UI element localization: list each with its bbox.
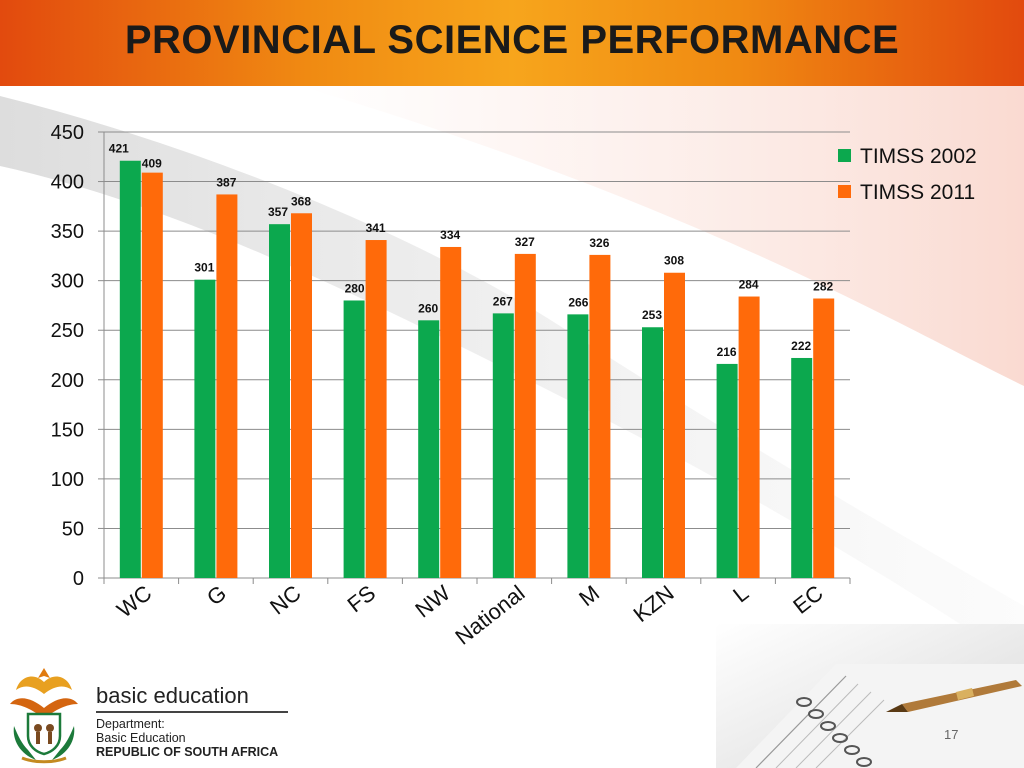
x-tick-label: NC — [265, 580, 306, 619]
legend-label: TIMSS 2011 — [860, 181, 975, 204]
bar-timss-2002 — [567, 314, 589, 578]
bar-timss-2002 — [642, 327, 663, 578]
data-label: 421 — [109, 142, 129, 156]
x-tick-label: NW — [411, 580, 455, 622]
notebook-pen-icon — [716, 624, 1024, 768]
bar-timss-2011 — [291, 213, 312, 578]
bar-timss-2002 — [716, 363, 738, 578]
data-label: 267 — [493, 294, 513, 308]
bar-chart: 0 50 100 150 200 250 300 350 400 450 421 409 WC 301 38… — [51, 122, 977, 650]
org-name: basic education — [96, 683, 249, 708]
data-label: 308 — [664, 254, 684, 268]
bar-timss-2002 — [194, 279, 216, 578]
x-tick-label: G — [202, 580, 231, 610]
y-tick-label: 0 — [73, 568, 84, 590]
bar-timss-2002 — [119, 160, 141, 578]
bar-timss-2002 — [492, 313, 514, 578]
data-label: 266 — [568, 295, 588, 309]
x-tick-label: KZN — [629, 580, 679, 627]
data-label: 387 — [216, 175, 236, 189]
y-tick-label: 150 — [51, 419, 84, 441]
data-label: 216 — [717, 345, 737, 359]
bar-timss-2011 — [664, 272, 685, 578]
slide-title: PROVINCIAL SCIENCE PERFORMANCE — [124, 18, 900, 62]
page-number: 17 — [944, 727, 959, 742]
legend-swatch — [838, 185, 851, 198]
bar-timss-2002 — [418, 320, 440, 578]
data-label: 409 — [142, 157, 162, 171]
data-label: 357 — [268, 205, 288, 219]
data-label: 284 — [739, 278, 759, 292]
y-tick-label: 300 — [51, 271, 84, 293]
x-tick-label: National — [450, 580, 529, 649]
legend-swatch — [838, 149, 851, 162]
bar-timss-2002 — [791, 357, 813, 578]
org-department-label: Department: — [96, 717, 165, 731]
bar-timss-2011 — [589, 254, 611, 579]
bar-timss-2011 — [365, 240, 387, 578]
bar-timss-2011 — [514, 253, 536, 578]
data-label: 327 — [515, 235, 535, 249]
x-tick-label: FS — [343, 580, 381, 617]
org-country: REPUBLIC OF SOUTH AFRICA — [96, 745, 279, 759]
org-divider — [96, 711, 288, 713]
data-label: 326 — [589, 236, 609, 250]
title-bar — [0, 0, 1024, 86]
y-tick-label: 350 — [51, 221, 84, 243]
y-tick-label: 200 — [51, 370, 84, 392]
data-label: 341 — [366, 221, 386, 235]
x-tick-label: M — [574, 580, 604, 611]
bar-timss-2011 — [440, 246, 462, 579]
x-tick-label: EC — [788, 580, 828, 619]
coat-of-arms-icon — [10, 668, 78, 764]
y-tick-label: 400 — [51, 172, 84, 194]
y-tick-label: 50 — [62, 518, 84, 540]
data-label: 222 — [791, 339, 811, 353]
data-label: 282 — [813, 280, 833, 294]
data-label: 253 — [642, 308, 662, 322]
data-label: 280 — [345, 281, 365, 295]
x-tick-label: WC — [112, 580, 156, 622]
legend-label: TIMSS 2002 — [860, 145, 977, 168]
bar-timss-2011 — [738, 296, 760, 578]
bar-timss-2011 — [813, 298, 835, 578]
data-label: 260 — [418, 301, 438, 315]
y-tick-label: 450 — [51, 122, 84, 144]
y-tick-label: 100 — [51, 469, 84, 491]
data-label: 301 — [194, 261, 214, 275]
bar-timss-2011 — [141, 172, 163, 578]
data-label: 368 — [291, 194, 311, 208]
x-tick-label: L — [728, 580, 753, 607]
bar-timss-2002 — [269, 224, 290, 578]
bar-timss-2011 — [216, 194, 238, 578]
y-tick-label: 250 — [51, 320, 84, 342]
bar-timss-2002 — [343, 300, 365, 578]
data-label: 334 — [440, 228, 460, 242]
org-department-name: Basic Education — [96, 731, 186, 745]
